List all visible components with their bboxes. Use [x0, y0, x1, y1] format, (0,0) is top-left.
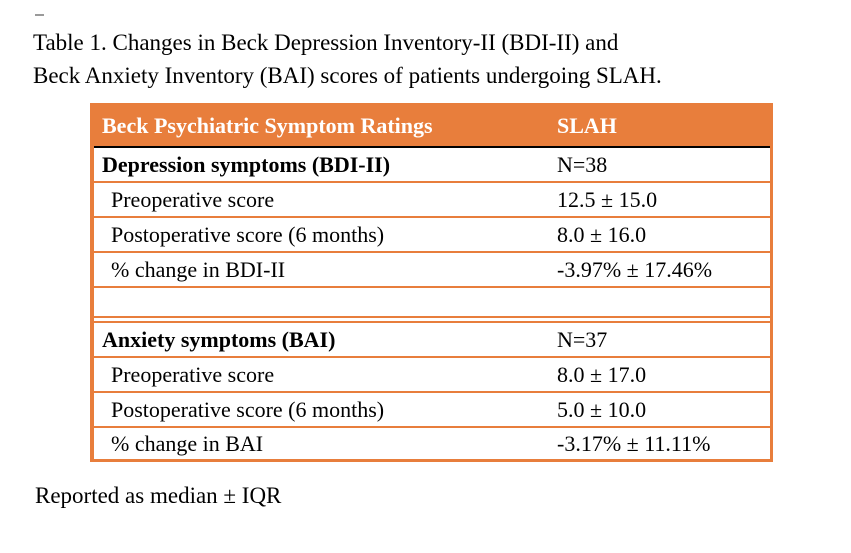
table-row-gap — [94, 318, 770, 321]
row-value: 8.0 ± 17.0 — [557, 361, 647, 387]
row-value: 8.0 ± 16.0 — [557, 221, 647, 247]
table-row-bdi-change: % change in BDI-II -3.97% ± 17.46% — [94, 253, 770, 288]
row-value: N=37 — [557, 326, 608, 352]
row-label: Preoperative score — [111, 186, 275, 212]
table-caption-line-2: Beck Anxiety Inventory (BAI) scores of p… — [33, 63, 662, 88]
row-value: -3.17% ± 11.11% — [557, 430, 711, 456]
table-header-row: Beck Psychiatric Symptom Ratings SLAH — [94, 106, 770, 148]
stray-dash-mark — [35, 14, 44, 16]
row-label: % change in BDI-II — [111, 256, 286, 282]
row-value: 5.0 ± 10.0 — [557, 396, 647, 422]
row-label: Anxiety symptoms (BAI) — [102, 326, 336, 352]
table-footnote: Reported as median ± IQR — [35, 483, 282, 508]
row-value: 12.5 ± 15.0 — [557, 186, 658, 212]
header-cell-ratings: Beck Psychiatric Symptom Ratings — [102, 113, 433, 138]
row-label: % change in BAI — [111, 430, 264, 456]
row-value: -3.97% ± 17.46% — [557, 256, 713, 282]
table-row-bdi-postop: Postoperative score (6 months) 8.0 ± 16.… — [94, 218, 770, 253]
results-table: Beck Psychiatric Symptom Ratings SLAH De… — [90, 103, 773, 462]
table-row-bai-change: % change in BAI -3.17% ± 11.11% — [94, 428, 770, 459]
row-label: Preoperative score — [111, 361, 275, 387]
row-label: Depression symptoms (BDI-II) — [102, 151, 391, 177]
row-label: Postoperative score (6 months) — [111, 221, 385, 247]
header-cell-slah: SLAH — [557, 113, 617, 138]
table-caption-line-1: Table 1. Changes in Beck Depression Inve… — [33, 30, 619, 55]
table-row-bai-preop: Preoperative score 8.0 ± 17.0 — [94, 358, 770, 393]
table-row-bdi-preop: Preoperative score 12.5 ± 15.0 — [94, 183, 770, 218]
table-caption: Table 1. Changes in Beck Depression Inve… — [33, 26, 833, 92]
row-label: Postoperative score (6 months) — [111, 396, 385, 422]
table-row-depression-section: Depression symptoms (BDI-II) N=38 — [94, 148, 770, 183]
row-value: N=38 — [557, 151, 608, 177]
table-row-anxiety-section: Anxiety symptoms (BAI) N=37 — [94, 321, 770, 358]
table-row-bai-postop: Postoperative score (6 months) 5.0 ± 10.… — [94, 393, 770, 428]
table-row-spacer — [94, 288, 770, 318]
